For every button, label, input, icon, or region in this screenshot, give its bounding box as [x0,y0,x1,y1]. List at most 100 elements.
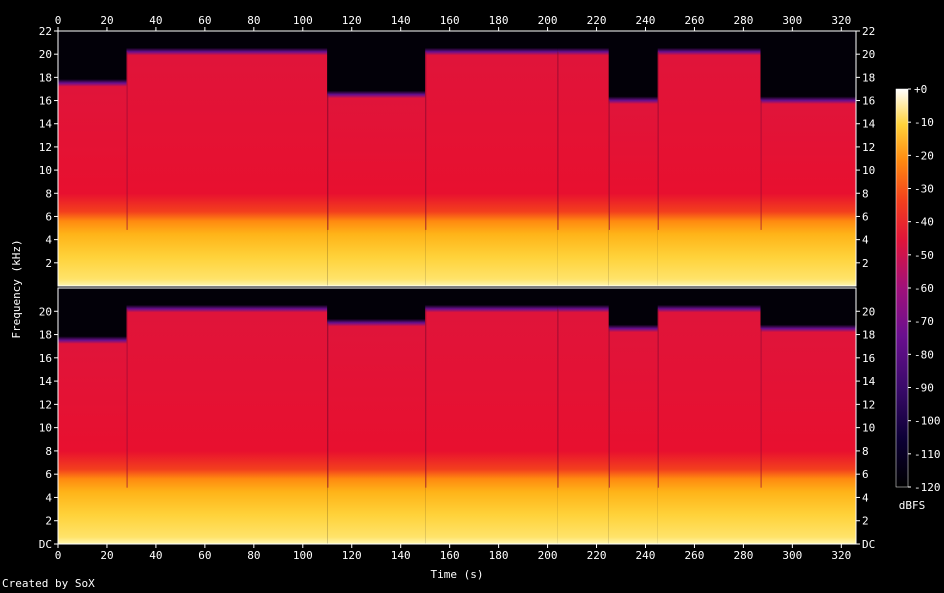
y-tick-label-right: 18 [862,329,875,342]
y-tick-label-left: 16 [39,95,52,108]
colorbar-tick-label: -80 [914,348,934,361]
y-tick-label-right: 12 [862,398,875,411]
y-tick-label-left: 4 [45,491,52,504]
x-tick-label-top: 20 [100,14,113,27]
spectral-segment [557,31,609,286]
x-tick-label-top: 0 [55,14,62,27]
colorbar-tick-label: -40 [914,216,934,229]
y-tick-label-left: 4 [45,234,52,247]
spectral-segment [126,31,328,286]
y-tick-label-left: 8 [45,445,52,458]
colorbar-tick-label: -10 [914,116,934,129]
x-tick-label-top: 140 [391,14,411,27]
y-tick-label-left: 14 [39,118,53,131]
spectral-segment [760,31,856,286]
x-tick-label-top: 240 [636,14,656,27]
y-tick-label-right: 10 [862,164,875,177]
spectral-segment [760,288,856,544]
y-tick-label-right: 12 [862,141,875,154]
x-tick-label-bottom: 160 [440,549,460,562]
y-tick-label-right: 6 [862,210,869,223]
y-tick-label-right: 22 [862,25,875,38]
y-tick-label-right: 4 [862,491,869,504]
x-tick-label-bottom: 200 [538,549,558,562]
x-tick-label-bottom: 180 [489,549,509,562]
colorbar-tick-label: -100 [914,415,941,428]
colorbar-tick-label: -110 [914,448,941,461]
panel-frame [57,30,857,287]
x-tick-label-top: 320 [831,14,851,27]
colorbar: +0 -10 -20 -30 -40 -50 -60 -70 -80 -90 -100 -110 -12… [895,83,941,494]
x-tick-label-top: 280 [733,14,753,27]
y-tick-label-right: 8 [862,187,869,200]
spectral-segment [425,288,558,544]
y-tick-label-left: 18 [39,329,52,342]
y-tick-label-right: 18 [862,71,875,84]
x-axis-label: Time (s) [431,568,484,581]
x-tick-label-top: 100 [293,14,313,27]
x-tick-label-top: 60 [198,14,211,27]
x-tick-label-bottom: 120 [342,549,362,562]
y-tick-label-right: 6 [862,468,869,481]
y-tick-label-right: 16 [862,352,875,365]
y-tick-label-right: 16 [862,95,875,108]
y-tick-label-right: DC [862,538,875,551]
y-axis-label: Frequency (kHz) [10,239,23,338]
colorbar-tick-label: -50 [914,249,934,262]
channel-1-plot [57,30,857,287]
y-tick-label-right: 8 [862,445,869,458]
y-tick-label-left: 12 [39,398,52,411]
spectral-segment [327,288,426,544]
x-tick-label-top: 200 [538,14,558,27]
credit-text: Created by SoX [2,577,95,590]
y-tick-label-left: 2 [45,257,52,270]
x-tick-label-bottom: 220 [587,549,607,562]
x-tick-label-bottom: 20 [100,549,113,562]
y-tick-label-left: 22 [39,25,52,38]
y-tick-label-left: 10 [39,422,52,435]
y-tick-label-right: 2 [862,515,869,528]
colorbar-tick-label: -120 [914,481,941,494]
colorbar-tick-label: -30 [914,183,934,196]
x-tick-label-top: 260 [685,14,705,27]
y-tick-label-right: 14 [862,118,876,131]
spectral-segment [557,288,609,544]
colorbar-tick-label: -60 [914,282,934,295]
spectral-segment [58,288,127,544]
x-tick-label-top: 220 [587,14,607,27]
y-tick-label-left: 10 [39,164,52,177]
y-tick-label-right: 14 [862,375,876,388]
x-tick-label-top: 80 [247,14,260,27]
y-tick-label-left: 6 [45,210,52,223]
y-tick-label-right: 20 [862,305,875,318]
spectral-segment [657,31,761,286]
y-tick-label-left: 14 [39,375,53,388]
channel-2-plot [57,287,857,545]
x-tick-label-bottom: 300 [782,549,802,562]
x-tick-label-bottom: 240 [636,549,656,562]
y-tick-label-left: 18 [39,71,52,84]
x-tick-label-top: 120 [342,14,362,27]
y-tick-label-right: 2 [862,257,869,270]
y-tick-label-left: 8 [45,187,52,200]
y-tick-label-left: DC [39,538,52,551]
colorbar-tick-label: -20 [914,149,934,162]
x-tick-label-top: 160 [440,14,460,27]
colorbar-tick-label: -70 [914,315,934,328]
x-tick-label-bottom: 140 [391,549,411,562]
x-tick-label-top: 300 [782,14,802,27]
x-tick-label-bottom: 100 [293,549,313,562]
y-tick-label-left: 6 [45,468,52,481]
spectral-segment [425,31,558,286]
spectral-segment [327,31,426,286]
x-tick-label-bottom: 80 [247,549,260,562]
x-tick-label-bottom: 60 [198,549,211,562]
x-tick-label-bottom: 280 [733,549,753,562]
spectral-segment [58,31,127,286]
spectral-segment [657,288,761,544]
y-tick-label-left: 12 [39,141,52,154]
x-tick-label-bottom: 320 [831,549,851,562]
panel-frame [57,287,857,545]
